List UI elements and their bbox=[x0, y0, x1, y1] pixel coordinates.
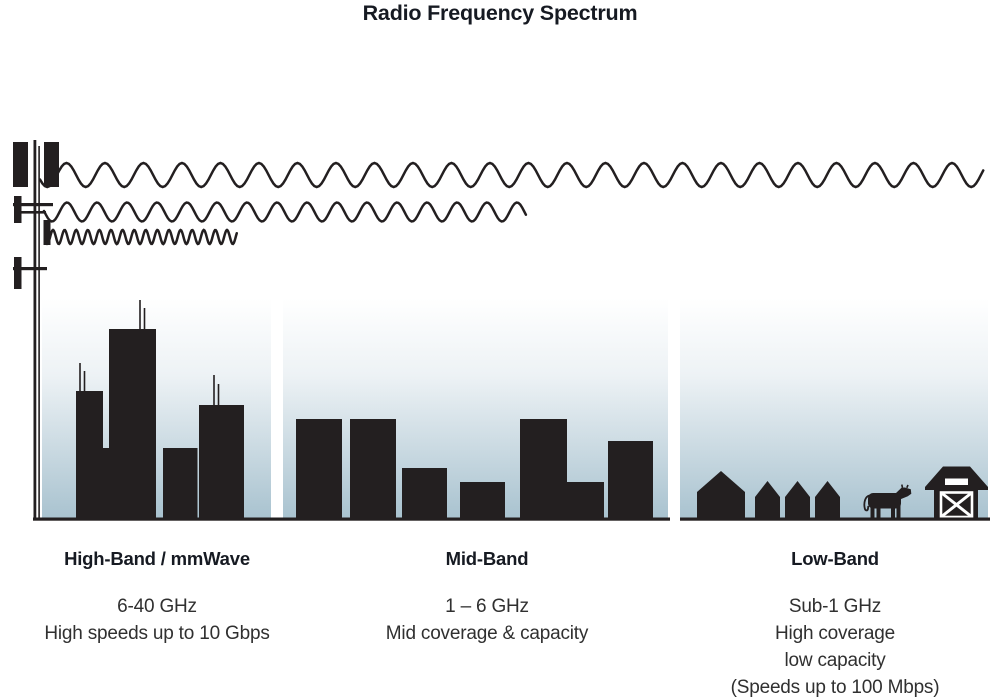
tower-crossbar bbox=[13, 267, 47, 271]
cow-icon bbox=[863, 484, 912, 518]
mid-band-heading: Mid-Band bbox=[445, 548, 529, 569]
page-title: Radio Frequency Spectrum bbox=[362, 1, 638, 25]
ground-line bbox=[680, 517, 990, 521]
high-band-frequency: 6-40 GHz bbox=[117, 596, 197, 617]
building bbox=[567, 482, 604, 520]
high-band-description: High speeds up to 10 Gbps bbox=[44, 623, 270, 644]
house bbox=[697, 471, 745, 520]
building bbox=[350, 419, 396, 520]
mid-band-description: Mid coverage & capacity bbox=[385, 623, 589, 644]
cow-horn bbox=[906, 484, 909, 489]
barn-icon bbox=[925, 466, 988, 519]
high-band-label: High-Band / mmWave 6-40 GHz High speeds … bbox=[15, 549, 299, 647]
cow-leg bbox=[891, 505, 895, 518]
barn-door-crossbuck bbox=[940, 491, 973, 519]
cow-head bbox=[895, 487, 912, 500]
ground-line bbox=[33, 517, 670, 521]
high-band-skyline bbox=[76, 300, 244, 520]
mid-band-skyline bbox=[296, 419, 653, 520]
mid-frequency-wave bbox=[42, 201, 528, 223]
house bbox=[785, 481, 810, 520]
tower-crossbar bbox=[13, 203, 53, 207]
barn-roof bbox=[925, 466, 988, 490]
building bbox=[520, 419, 567, 520]
antenna-panel bbox=[13, 142, 28, 187]
radio-waves bbox=[38, 161, 985, 246]
low-band-scene bbox=[697, 466, 988, 520]
ground-lines bbox=[33, 517, 990, 521]
antenna-panel bbox=[44, 142, 59, 187]
barn-loft-window bbox=[945, 478, 968, 485]
mid-band-label: Mid-Band 1 – 6 GHz Mid coverage & capaci… bbox=[345, 549, 629, 647]
low-frequency-wave bbox=[38, 161, 985, 189]
cell-tower-icon bbox=[13, 140, 59, 518]
building bbox=[109, 329, 156, 520]
low-band-label: Low-Band Sub-1 GHz High coverage low cap… bbox=[693, 549, 977, 700]
building bbox=[608, 441, 653, 520]
house bbox=[815, 481, 840, 520]
building bbox=[76, 391, 103, 520]
building bbox=[460, 482, 505, 520]
tower-crossbar bbox=[20, 211, 46, 214]
cow-tail bbox=[863, 494, 870, 512]
cow-leg bbox=[870, 505, 875, 518]
building bbox=[163, 448, 198, 520]
low-band-description: High coverage bbox=[775, 623, 895, 644]
house bbox=[755, 481, 780, 520]
antenna bbox=[14, 257, 22, 289]
low-band-heading: Low-Band bbox=[791, 548, 879, 569]
cow-horn bbox=[901, 484, 904, 488]
low-band-description: (Speeds up to 100 Mbps) bbox=[730, 677, 940, 698]
building bbox=[296, 419, 342, 520]
mid-band-frequency: 1 – 6 GHz bbox=[445, 596, 529, 617]
building bbox=[402, 468, 447, 520]
cow-leg bbox=[896, 505, 901, 518]
high-band-heading: High-Band / mmWave bbox=[64, 548, 250, 569]
building bbox=[199, 405, 244, 520]
cow-leg bbox=[876, 505, 881, 518]
antenna bbox=[43, 220, 51, 245]
high-frequency-wave bbox=[45, 228, 238, 246]
low-band-frequency: Sub-1 GHz bbox=[788, 596, 882, 617]
antenna bbox=[14, 196, 22, 223]
low-band-description: low capacity bbox=[784, 650, 886, 671]
